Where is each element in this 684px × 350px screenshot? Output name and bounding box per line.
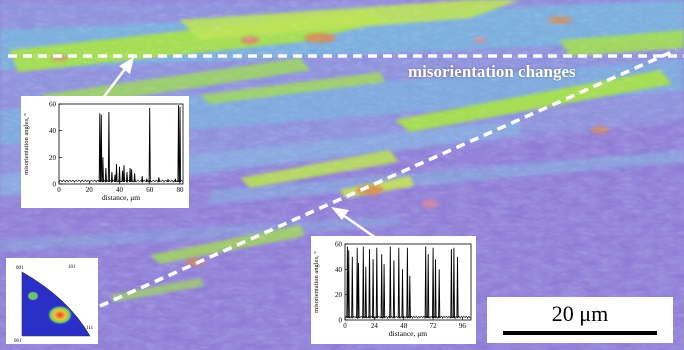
misorientation-peak — [438, 269, 441, 319]
scale-bar-label: 20 μm — [551, 301, 609, 326]
misorientation-peak — [107, 111, 110, 183]
x-tick-label: 0 — [343, 322, 347, 330]
inset-chart-left: 0 20 40 60 0 20 40 60 80 distance, μm misorientati… — [21, 96, 189, 208]
misorientation-peak — [452, 247, 455, 319]
x-tick-label: 20 — [86, 186, 94, 194]
inset-chart-right: 0 20 40 60 0 24 48 72 96 distance, μm misorientati… — [311, 236, 476, 344]
misorientation-peak — [427, 254, 430, 319]
x-tick-label: 72 — [430, 322, 438, 330]
misorientation-peak — [118, 166, 121, 183]
y-tick-label: 20 — [49, 154, 57, 162]
pole-figure-inset: 001 101 111 001 — [6, 258, 98, 344]
misorientation-peak — [401, 269, 404, 319]
plot-frame — [58, 103, 184, 185]
misorientation-peak — [357, 262, 360, 319]
misorientation-peak — [122, 165, 126, 183]
misorientation-peak — [145, 178, 148, 183]
misorientation-peak — [450, 249, 453, 319]
misorientation-peak — [368, 249, 371, 319]
misorientation-peak — [104, 167, 107, 183]
scale-bar: 20 μm — [487, 297, 673, 343]
misorientation-peak — [389, 246, 392, 319]
arrow-left — [102, 57, 134, 99]
y-tick-label: 60 — [335, 241, 343, 249]
baseline-trace — [58, 179, 183, 184]
misorientation-peak — [362, 246, 365, 319]
y-tick-label: 40 — [335, 266, 343, 274]
y-tick-label: 40 — [49, 127, 57, 135]
misorientation-peak — [141, 175, 144, 183]
pole-figure-label: 001 — [14, 339, 22, 344]
misorientation-peak — [424, 246, 427, 319]
misorientation-peak — [177, 105, 180, 183]
misorientation-peak — [406, 247, 409, 319]
x-axis-label: distance, μm — [102, 193, 140, 202]
misorientation-peak — [346, 246, 349, 319]
misorientation-peak — [408, 275, 411, 319]
x-tick-label: 0 — [57, 186, 61, 194]
y-axis-label: misorientation angles, ° — [23, 113, 30, 175]
x-tick-label: 96 — [459, 322, 467, 330]
misorientation-peak — [113, 174, 117, 183]
misorientation-peak — [148, 107, 151, 183]
misorientation-peak — [166, 178, 169, 183]
misorientation-peak — [375, 247, 378, 319]
misorientation-peak — [115, 163, 118, 183]
misorientation-peak — [98, 113, 101, 183]
misorientation-peak — [383, 264, 386, 319]
pole-figure-label: 111 — [86, 326, 94, 331]
x-tick-label: 40 — [116, 186, 124, 194]
x-tick-label: 24 — [371, 322, 379, 330]
misorientation-peak — [130, 169, 133, 183]
pole-figure-label: 101 — [68, 265, 76, 270]
plot-frame — [344, 243, 472, 321]
x-tick-label: 60 — [146, 186, 154, 194]
misorientation-peak — [101, 157, 104, 183]
x-tick-label: 48 — [400, 322, 408, 330]
arrow-right — [331, 207, 377, 240]
pole-figure: 001 101 111 001 — [14, 265, 94, 344]
misorientation-peak — [129, 167, 132, 183]
misorientation-peak — [157, 177, 160, 183]
misorientation-peak — [434, 259, 437, 319]
y-tick-label: 0 — [339, 317, 343, 325]
x-axis-label: distance, μm — [389, 329, 427, 338]
misorientation-peak — [110, 171, 113, 183]
misorientation-peak — [432, 247, 435, 319]
misorientation-peak — [133, 173, 136, 183]
misorientation-peak — [364, 266, 367, 319]
y-axis-label: misorientation angles, ° — [313, 251, 320, 313]
misorientation-peak — [456, 256, 459, 319]
pole-figure-label: 001 — [16, 266, 24, 271]
annotation-label: misorientation changes — [408, 62, 576, 81]
misorientation-peak — [347, 250, 350, 319]
misorientation-peak — [125, 171, 129, 183]
misorientation-peak — [178, 106, 182, 183]
misorientation-peak — [174, 178, 177, 183]
y-tick-label: 60 — [49, 101, 57, 109]
dashed-lines — [8, 48, 684, 308]
misorientation-peak — [380, 254, 383, 319]
misorientation-peak — [351, 256, 354, 319]
x-tick-label: 80 — [176, 186, 184, 194]
misorientation-peak — [121, 170, 124, 183]
scale-bar-line — [503, 331, 657, 335]
misorientation-peak — [397, 247, 400, 319]
y-tick-label: 0 — [53, 181, 57, 189]
misorientation-peak — [356, 247, 359, 319]
misorientation-peak — [100, 114, 103, 183]
misorientation-peak — [372, 259, 375, 319]
y-tick-label: 20 — [335, 291, 343, 299]
misorientation-peak — [392, 260, 395, 319]
